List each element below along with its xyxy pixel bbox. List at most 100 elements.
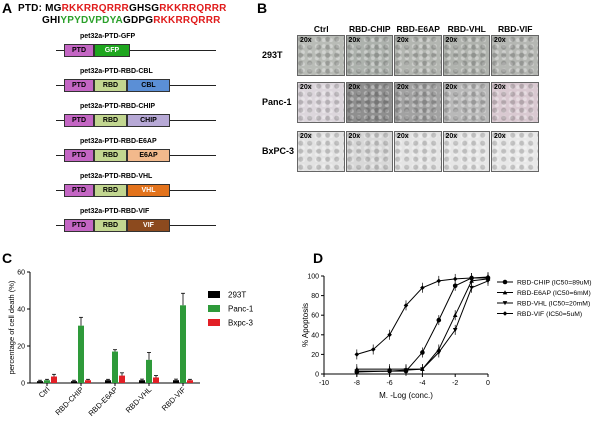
construct-domain-ptd: PTD (64, 149, 94, 162)
x-tick-label: Ctrl (37, 385, 52, 400)
magnification-label: 20x (494, 37, 506, 44)
seq1-black: GHSG (128, 3, 160, 14)
construct-domain-rbd: RBD (94, 114, 127, 127)
bar (119, 375, 125, 383)
construct-domain-ptd: PTD (64, 44, 94, 57)
x-tick-label: -10 (319, 380, 329, 387)
seq1-prefix: PTD: MG (18, 3, 62, 14)
bar (78, 325, 84, 383)
seq1-red2: RKKRRQRRR (159, 3, 227, 14)
panel-label-d: D (313, 250, 324, 266)
micrograph-image: 20x (345, 35, 393, 76)
micrograph-image: 20x (394, 131, 442, 172)
legend-swatch (208, 305, 220, 312)
seq2-green: YPYDVPDYA (60, 15, 123, 26)
data-point (420, 367, 425, 372)
micrograph-column-header: RBD-VHL (447, 24, 486, 34)
bar (44, 380, 50, 383)
magnification-label: 20x (397, 84, 409, 91)
y-tick-label: 0 (315, 372, 319, 379)
bar (173, 380, 179, 383)
micrograph-image: 20x (491, 82, 539, 123)
magnification-label: 20x (348, 37, 361, 44)
seq2-black1: GHI (42, 15, 61, 26)
data-point (436, 278, 442, 284)
y-tick-label: 80 (311, 293, 319, 300)
y-tick-label: 40 (17, 307, 25, 314)
seq1-red1: RKKRRQRRR (61, 3, 129, 14)
micrograph-image: 20x (297, 82, 345, 123)
micrograph-column-header: RBD-VIF (498, 24, 533, 34)
construct-domain-vif: VIF (127, 219, 170, 232)
bar (37, 381, 43, 383)
seq2-black2: GDPG (122, 15, 154, 26)
construct-title: pet32a-PTD-RBD-VIF (80, 208, 150, 215)
data-point (436, 317, 442, 323)
bar (105, 380, 111, 383)
bar (51, 376, 57, 383)
data-point (403, 303, 409, 308)
construct-domain-ptd: PTD (64, 114, 94, 127)
data-point (354, 369, 360, 374)
y-tick-label: 0 (21, 381, 25, 388)
construct-title: pet32a-PTD-GFP (80, 33, 136, 40)
construct-title: pet32a-PTD-RBD-CBL (80, 68, 153, 75)
y-axis-label: % Apoptosis (301, 303, 310, 347)
magnification-label: 20x (494, 84, 506, 91)
x-tick-label: -4 (419, 380, 425, 387)
data-point (452, 283, 458, 289)
x-tick-label: -8 (354, 380, 360, 387)
legend-label: 293T (228, 291, 246, 300)
ptd-sequence-line-1: PTD: MGRKKRRQRRRGHSGRKKRRQRRR (18, 3, 227, 14)
bar (112, 351, 118, 383)
bar (71, 381, 77, 383)
construct-domain-vhl: VHL (127, 184, 170, 197)
construct-domain-ptd: PTD (64, 219, 94, 232)
x-tick-label: RBD-E6AP (87, 385, 120, 418)
construct-domain-cbl: CBL (127, 79, 170, 92)
apoptosis-dose-response-chart: 0 20 40 60 80 100 -10 -8 -6 -4 -2 0 M. -Log (conc.)%… (301, 271, 591, 400)
micrograph-image: 20x (345, 82, 393, 123)
bar (146, 359, 152, 383)
panel-label-c: C (2, 250, 13, 266)
panel-label-b: B (257, 0, 268, 16)
construct-domain-rbd: RBD (94, 184, 127, 197)
micrograph-image: 20x (345, 131, 393, 172)
bar (180, 305, 186, 383)
construct-domain-rbd: RBD (94, 149, 127, 162)
magnification-label: 20x (445, 84, 458, 91)
x-axis-label: M. -Log (conc.) (379, 391, 433, 400)
magnification-label: 20x (300, 37, 312, 44)
construct-line (56, 50, 216, 51)
magnification-label: 20x (397, 37, 409, 44)
micrograph-image: 20x (442, 82, 490, 123)
x-tick-label: RBD-VIF (160, 385, 188, 413)
series-curve (356, 278, 489, 370)
data-point (436, 350, 442, 355)
data-point (502, 290, 508, 295)
data-point (452, 276, 458, 282)
construct-domain-chip: CHIP (127, 114, 170, 127)
micrograph-row-header: 293T (262, 50, 283, 60)
bar (85, 380, 91, 383)
data-point (403, 368, 409, 373)
x-tick-label: 0 (486, 380, 490, 387)
magnification-label: 20x (300, 133, 312, 140)
data-point (502, 311, 508, 316)
micrograph-image: 20x (442, 35, 490, 76)
bar (187, 380, 193, 383)
magnification-label: 20x (348, 133, 361, 140)
x-tick-label: -6 (386, 380, 392, 387)
y-tick-label: 20 (17, 344, 25, 351)
data-point (420, 350, 425, 355)
panel-label-a: A (2, 0, 13, 16)
legend-swatch (208, 291, 220, 298)
micrograph-column-header: RBD-CHIP (348, 24, 391, 34)
micrograph-image: 20x (491, 131, 539, 172)
legend-label: RBD-VIF (IC50=5uM) (517, 311, 582, 318)
construct-domain-rbd: RBD (94, 79, 127, 92)
y-tick-label: 60 (17, 270, 25, 277)
micrograph-image: 20x (442, 131, 490, 172)
construct-domain-ptd: PTD (64, 79, 94, 92)
